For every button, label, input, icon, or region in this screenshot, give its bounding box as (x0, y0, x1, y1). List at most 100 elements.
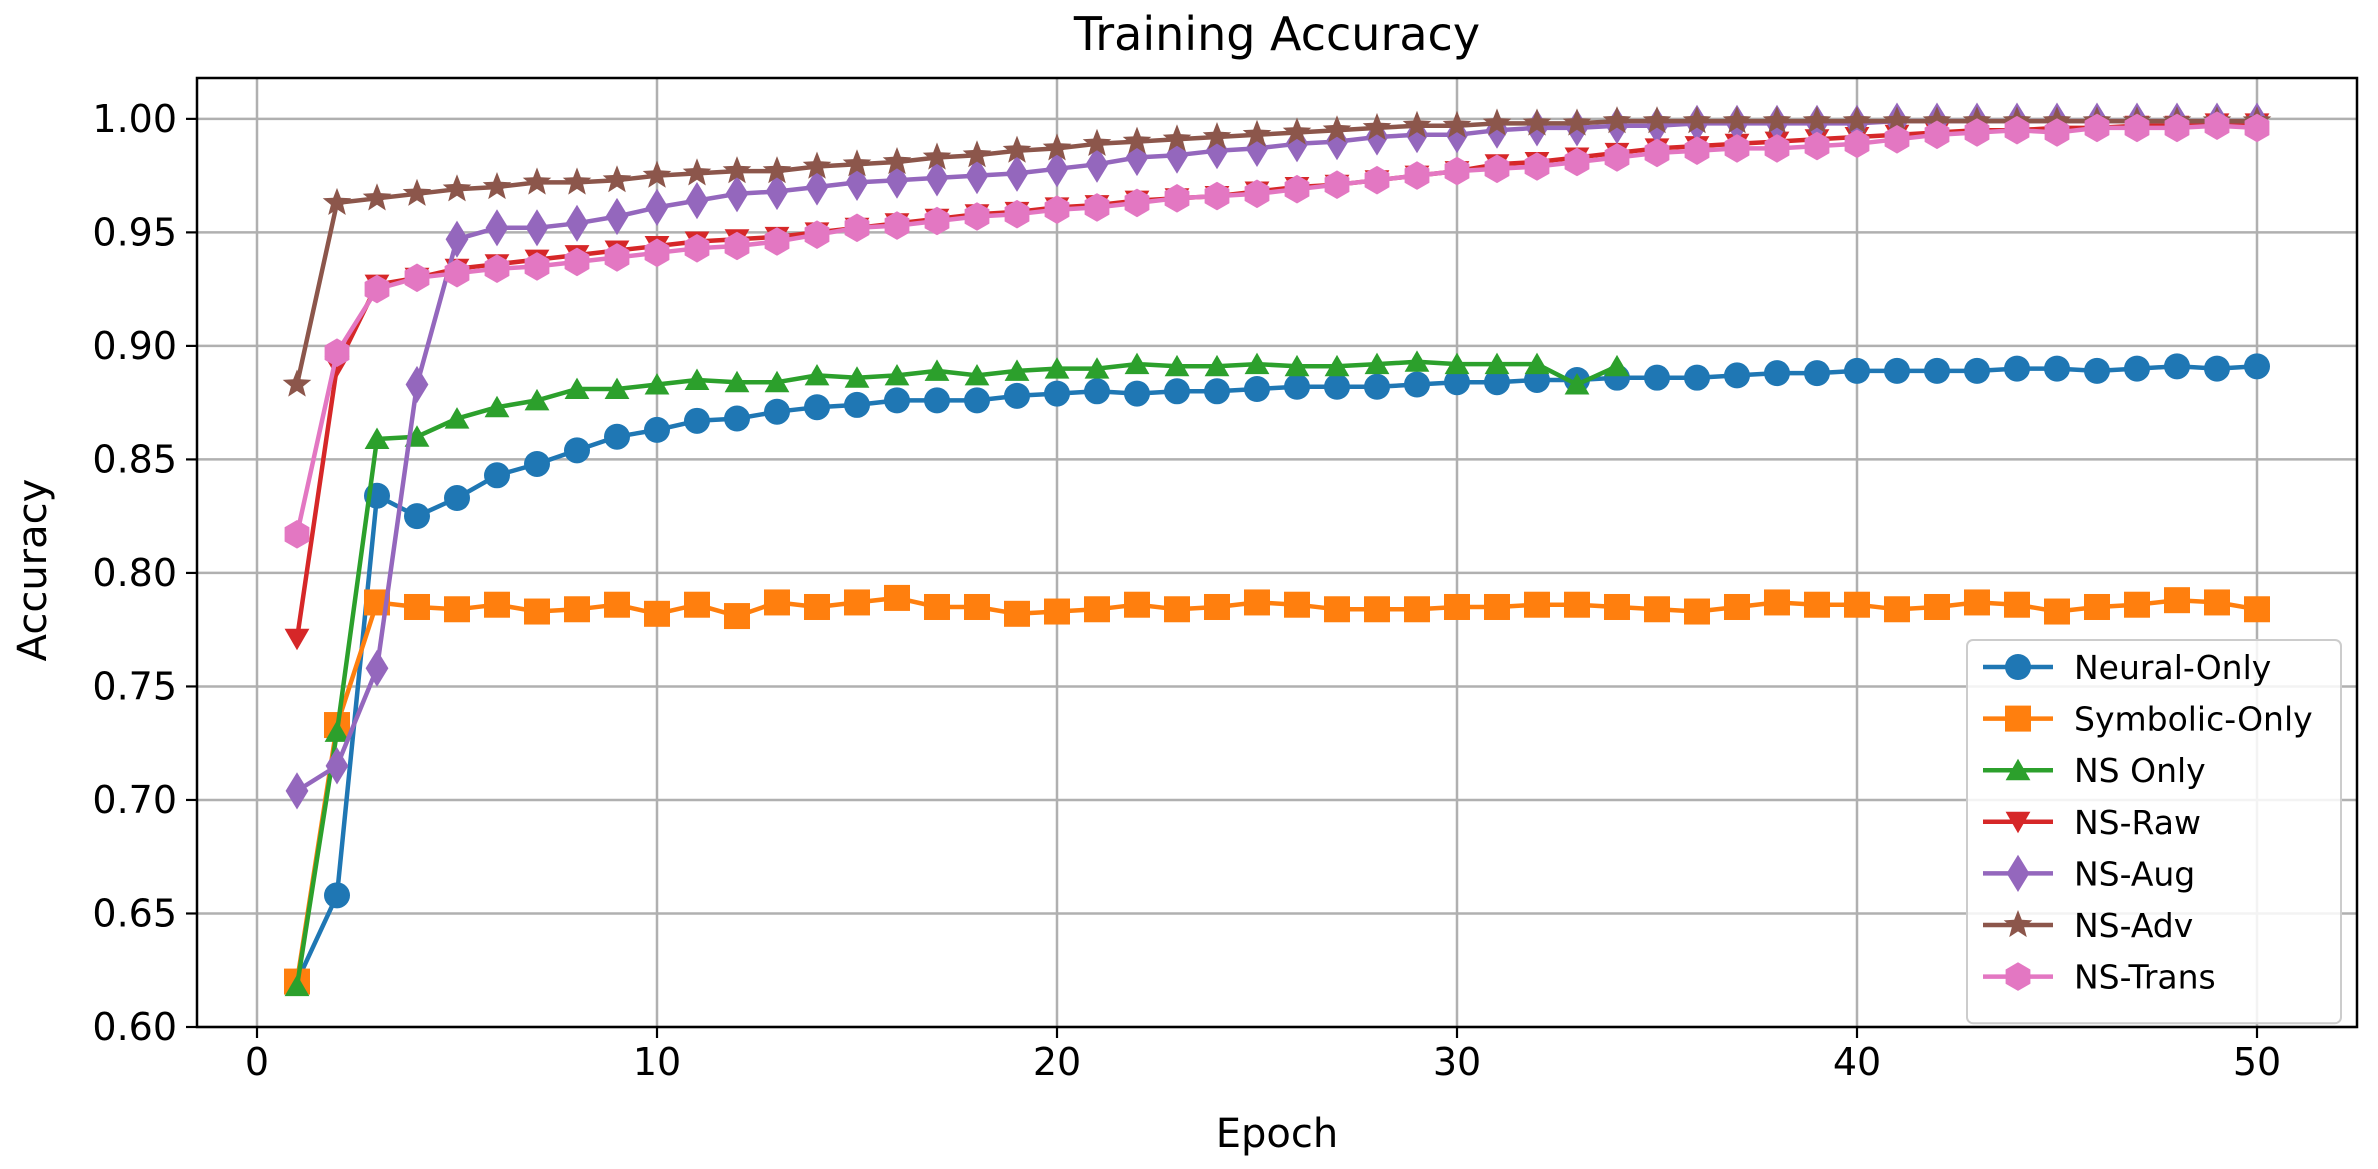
data-point-neural-only (1884, 357, 1910, 384)
x-tick-label: 40 (1833, 1040, 1881, 1084)
data-point-ns-aug (1045, 150, 1069, 188)
data-point-neural-only (1244, 376, 1270, 403)
data-point-ns-adv (362, 183, 392, 211)
legend-entry-ns-only: NS Only (1983, 751, 2206, 790)
data-point-symbolic-only (1124, 591, 1150, 618)
data-point-symbolic-only (924, 593, 950, 620)
data-point-symbolic-only (1924, 593, 1950, 620)
data-series (282, 102, 2272, 997)
data-point-ns-trans (564, 247, 590, 277)
data-point-ns-aug (1405, 116, 1429, 154)
series-ns-adv (282, 106, 2272, 397)
data-point-ns-trans (1004, 199, 1030, 229)
data-point-ns-only (1164, 354, 1190, 377)
data-point-ns-aug (685, 182, 709, 220)
data-point-ns-adv (1402, 110, 1432, 138)
data-point-neural-only (684, 407, 710, 434)
y-axis-label: Accuracy (10, 479, 56, 662)
y-tick-label: 0.90 (92, 324, 177, 368)
data-point-ns-trans (1244, 179, 1270, 209)
data-point-neural-only (444, 485, 470, 512)
data-point-ns-adv (1762, 106, 1792, 134)
data-point-symbolic-only (2044, 598, 2070, 625)
data-point-symbolic-only (1164, 596, 1190, 623)
data-point-symbolic-only (564, 596, 590, 623)
y-tick-label: 0.95 (92, 210, 177, 254)
data-point-ns-aug (925, 159, 949, 197)
data-point-ns-aug (325, 747, 349, 785)
data-point-neural-only (924, 387, 950, 414)
data-point-ns-aug (525, 209, 549, 247)
data-point-neural-only (1204, 378, 1230, 405)
data-point-symbolic-only (1404, 596, 1430, 623)
data-point-symbolic-only (1284, 591, 1310, 618)
data-point-ns-adv (402, 178, 432, 206)
data-point-symbolic-only (1324, 596, 1350, 623)
y-tick-label: 0.85 (92, 437, 177, 481)
data-point-ns-trans (1124, 188, 1150, 218)
data-point-ns-trans (1484, 154, 1510, 184)
data-point-ns-only (1004, 359, 1030, 381)
data-point-symbolic-only (2084, 593, 2110, 620)
data-point-symbolic-only (1524, 591, 1550, 618)
data-point-neural-only (564, 437, 590, 464)
data-point-symbolic-only (844, 589, 870, 616)
series-line-ns-only (294, 359, 1618, 987)
data-point-ns-trans (1164, 184, 1190, 213)
legend-entry-ns-aug: NS-Aug (1983, 854, 2195, 893)
data-point-ns-trans (1684, 136, 1710, 165)
data-point-ns-adv (1122, 126, 1152, 154)
data-point-ns-only (364, 427, 390, 449)
data-point-neural-only (1324, 373, 1350, 400)
data-point-neural-only (844, 391, 870, 418)
data-point-ns-adv (1322, 115, 1352, 143)
data-point-ns-adv (1842, 106, 1872, 134)
data-point-neural-only (2124, 355, 2150, 382)
data-point-ns-only (1404, 350, 1430, 372)
data-point-ns-adv (962, 140, 992, 168)
data-point-neural-only (1724, 362, 1750, 389)
x-tick-label: 30 (1433, 1040, 1481, 1084)
data-point-ns-only (284, 974, 310, 997)
data-point-symbolic-only (1564, 591, 1590, 618)
x-tick-label: 10 (633, 1040, 681, 1084)
data-point-ns-aug (565, 204, 589, 242)
data-point-ns-only (484, 395, 510, 418)
data-point-neural-only (1964, 357, 1990, 384)
data-point-ns-trans (1204, 181, 1230, 211)
data-point-symbolic-only (2004, 591, 2030, 618)
data-point-ns-trans (2004, 115, 2030, 145)
data-point-ns-trans (1924, 120, 1950, 150)
data-point-neural-only (2244, 353, 2270, 380)
data-point-neural-only (1804, 360, 1830, 387)
legend-label-ns-only: NS Only (2074, 751, 2206, 790)
data-point-ns-adv (802, 151, 832, 179)
data-point-ns-adv (482, 172, 512, 200)
data-point-neural-only (1164, 378, 1190, 405)
data-point-ns-only (684, 368, 710, 390)
plot-area-frame (195, 76, 2359, 1029)
data-point-symbolic-only (444, 596, 470, 623)
data-point-ns-adv (522, 167, 552, 195)
data-point-symbolic-only (604, 591, 630, 618)
data-point-ns-adv (842, 149, 872, 177)
data-point-symbolic-only (1084, 596, 1110, 623)
data-point-neural-only (764, 398, 790, 425)
data-point-ns-adv (642, 160, 672, 188)
data-point-ns-adv (1642, 106, 1672, 134)
data-point-neural-only (1644, 364, 1670, 391)
data-point-ns-aug (1205, 132, 1229, 170)
legend-label-ns-aug: NS-Aug (2074, 854, 2195, 893)
data-point-ns-aug (445, 220, 469, 258)
legend-marker-ns-trans (2005, 962, 2031, 991)
data-point-ns-aug (1005, 154, 1029, 192)
data-point-ns-trans (2044, 118, 2070, 147)
data-point-ns-only (644, 373, 670, 395)
data-point-neural-only (2004, 355, 2030, 382)
data-point-ns-trans (924, 206, 950, 236)
data-point-symbolic-only (2244, 596, 2270, 623)
legend-marker-neural-only (2005, 654, 2031, 680)
data-point-symbolic-only (1604, 593, 1630, 620)
data-point-neural-only (1044, 380, 1070, 407)
